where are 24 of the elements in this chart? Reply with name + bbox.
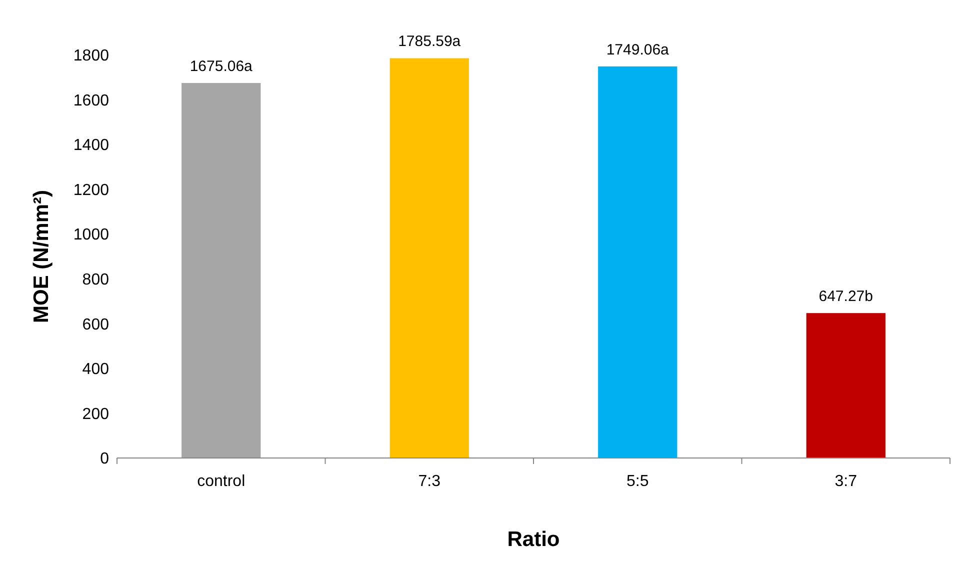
data-label: 1785.59a [398,33,462,50]
x-axis-title: Ratio [507,528,560,551]
x-tick-label: control [197,473,246,490]
y-tick-label: 1200 [73,182,110,199]
x-tick-label: 7:3 [418,473,441,490]
x-tick-label: 3:7 [834,473,858,490]
y-tick-label: 1600 [73,92,110,110]
data-label: 1749.06a [606,41,670,58]
y-tick-label: 600 [82,316,110,334]
y-axis-title: MOE (N/mm²) [30,190,53,323]
y-tick-label: 1800 [73,48,110,65]
y-tick-label: 0 [100,450,110,468]
bar [390,58,469,458]
y-tick-label: 400 [82,361,110,378]
x-tick-label: 5:5 [626,473,649,490]
data-label: 647.27b [818,288,873,306]
bar [182,82,261,458]
bar [598,66,678,458]
y-tick-label: 200 [82,406,110,423]
y-tick-label: 800 [82,271,110,288]
y-tick-label: 1400 [73,137,110,154]
bar [806,313,886,458]
data-label: 1675.06a [190,58,254,75]
y-tick-label: 1000 [73,226,110,244]
